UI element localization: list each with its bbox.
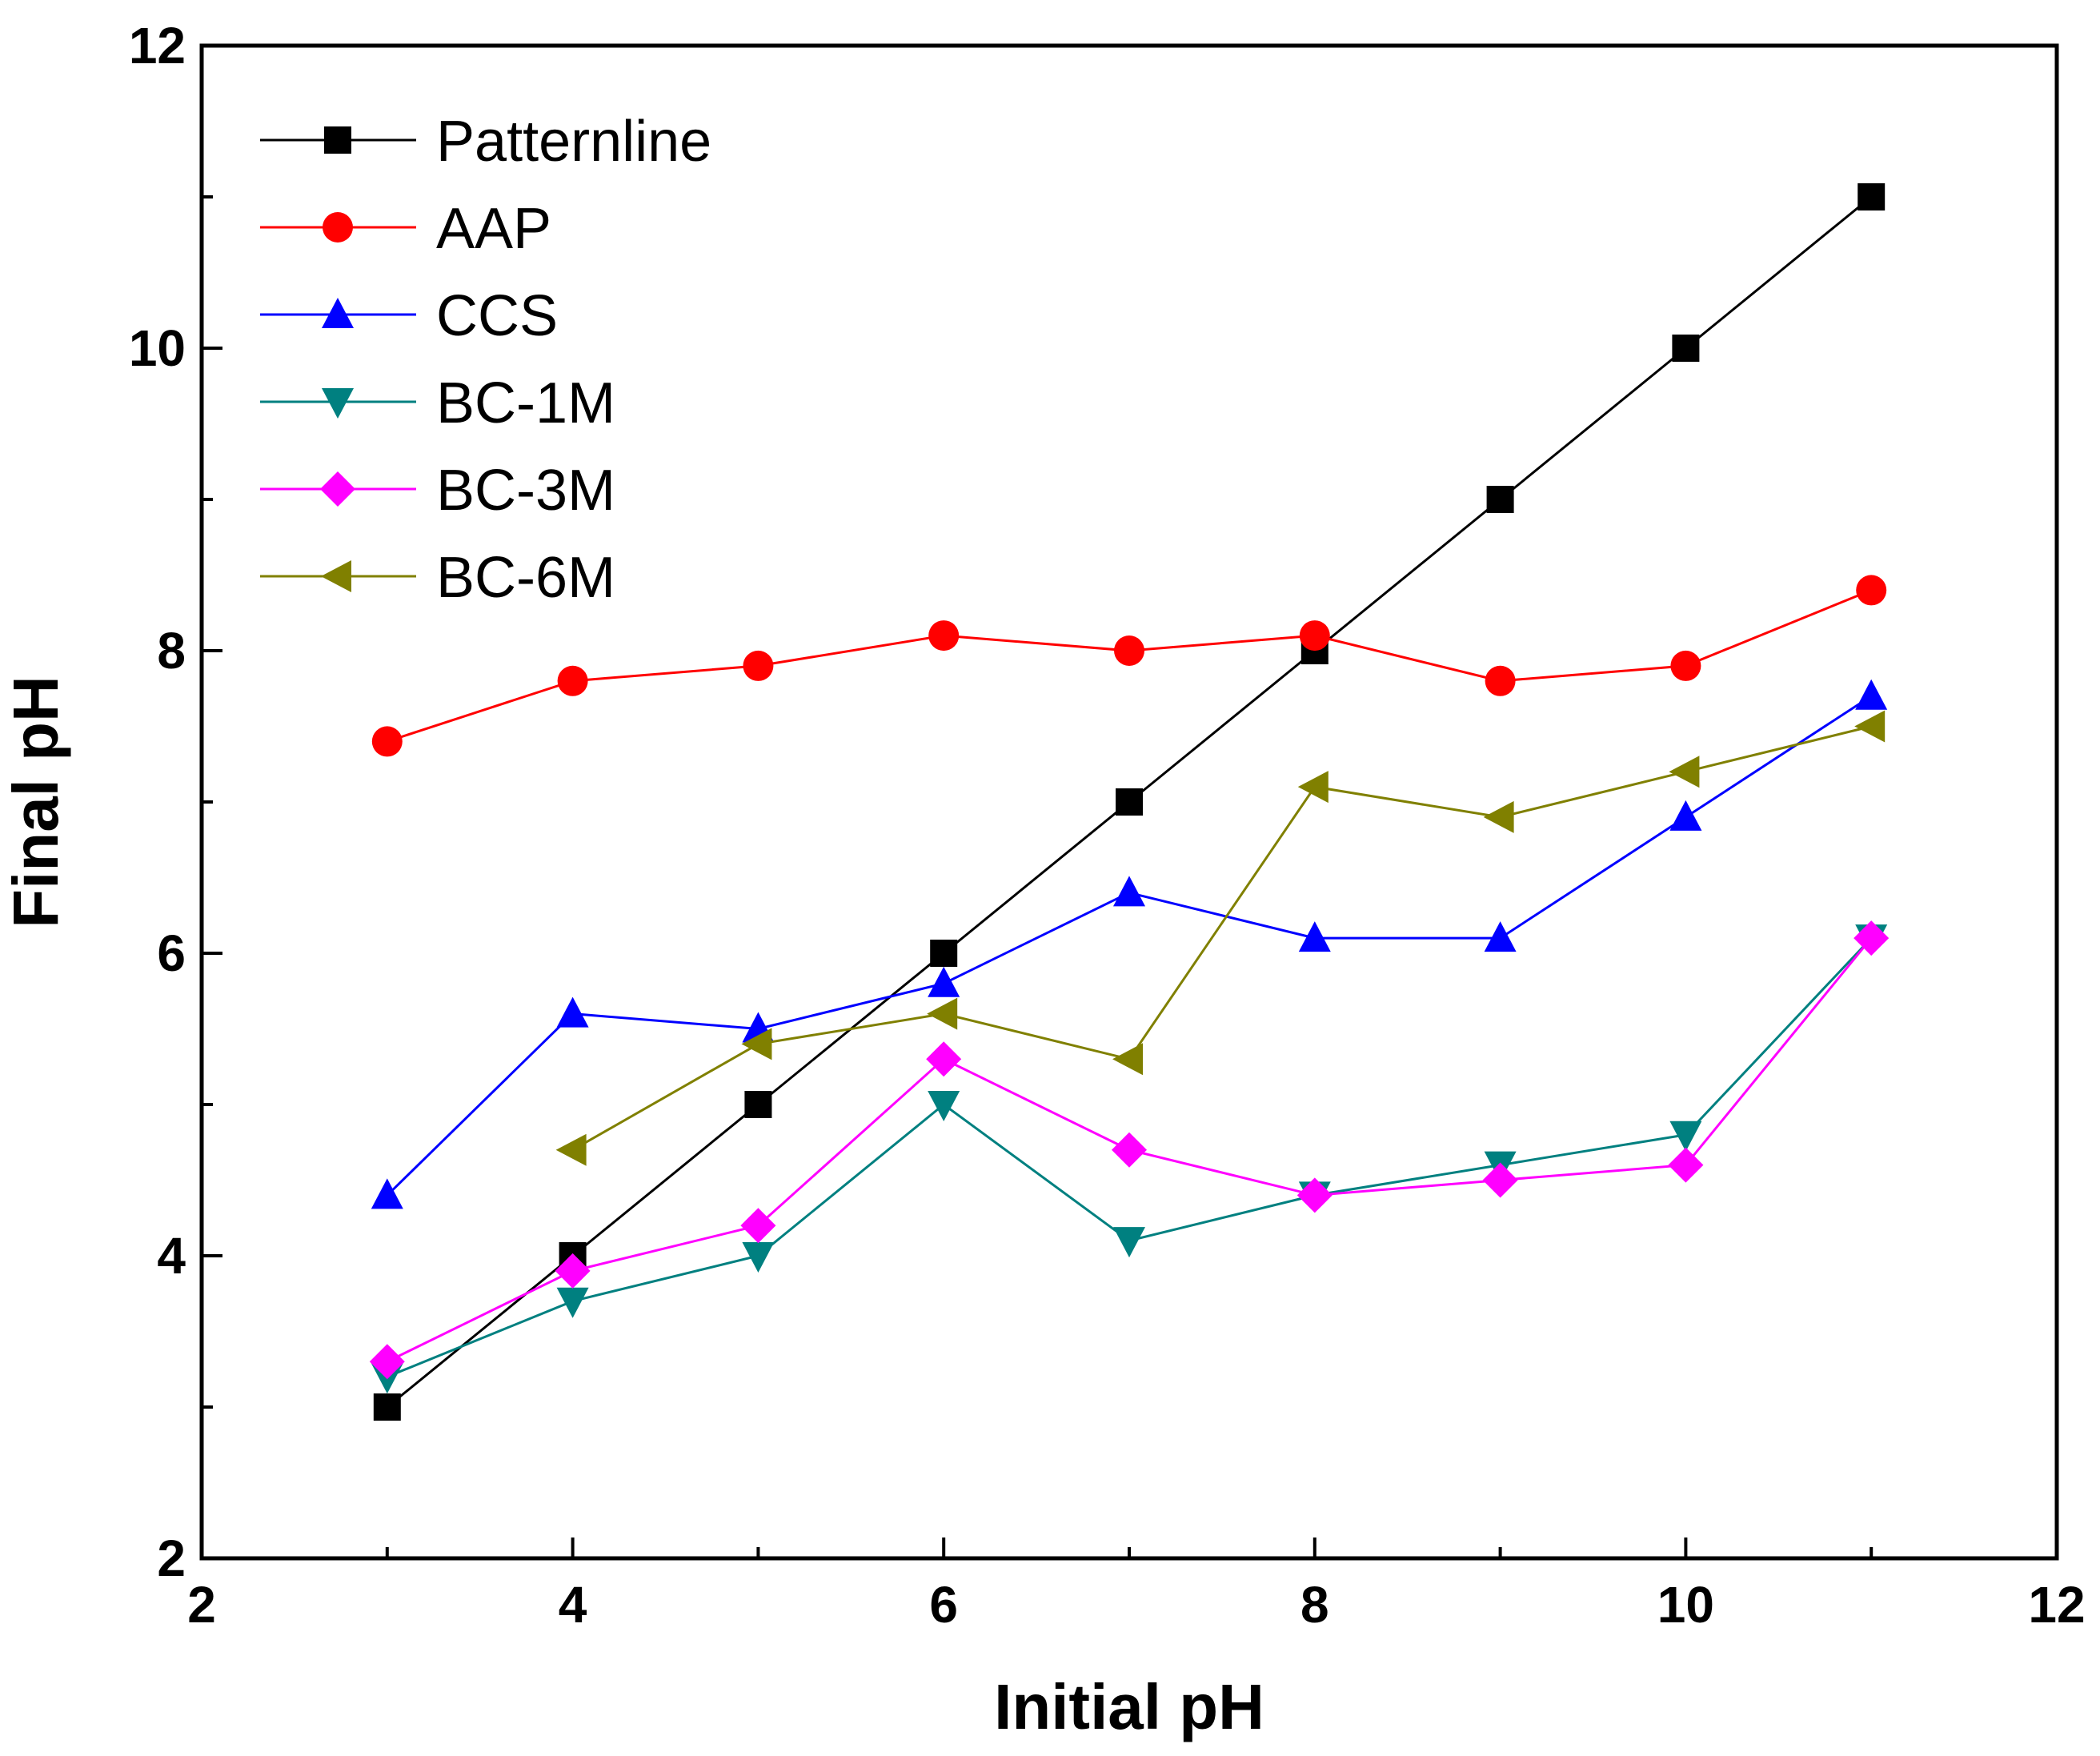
data-point-patternline xyxy=(1858,183,1886,210)
legend-item-aap: AAP xyxy=(260,197,551,261)
x-axis: 2 4 6 8 10 12 xyxy=(187,1538,2086,1634)
data-point-bc-6m xyxy=(1669,756,1700,788)
legend-label-bc-1m: BC-1M xyxy=(436,371,615,435)
data-point-bc-6m xyxy=(1297,771,1329,804)
data-point-ccs xyxy=(928,966,960,997)
data-point-patternline xyxy=(930,940,958,967)
data-point-ccs xyxy=(1484,921,1517,952)
legend-item-ccs: CCS xyxy=(260,284,558,348)
data-point-ccs xyxy=(371,1178,403,1209)
data-point-bc-3m xyxy=(1112,1132,1147,1168)
x-tick-label: 2 xyxy=(187,1576,216,1634)
data-point-bc-6m xyxy=(927,997,958,1030)
data-point-ccs xyxy=(556,996,589,1028)
data-point-patternline xyxy=(744,1091,772,1118)
data-point-patternline xyxy=(1672,335,1700,362)
data-point-patternline xyxy=(1116,788,1143,816)
series-line-bc-6m xyxy=(571,725,1872,1152)
data-point-patternline xyxy=(373,1393,401,1421)
data-point-ccs xyxy=(1669,800,1702,831)
legend-marker-bc-3m xyxy=(320,471,355,507)
data-point-bc-1m xyxy=(556,1287,589,1318)
data-point-aap xyxy=(371,726,403,757)
legend: Patternline AAP CCS BC-1M BC-3M BC-6M xyxy=(260,110,711,610)
y-tick-label: 4 xyxy=(157,1227,186,1285)
data-point-aap xyxy=(1485,665,1516,696)
legend-item-bc-3m: BC-3M xyxy=(260,459,615,523)
data-point-ccs xyxy=(1113,876,1145,907)
data-point-aap xyxy=(1114,635,1144,666)
data-point-aap xyxy=(557,665,588,696)
legend-marker-bc-6m xyxy=(321,560,351,592)
y-tick-label: 6 xyxy=(157,924,186,982)
series-aap xyxy=(371,575,1887,757)
data-point-bc-6m xyxy=(555,1133,587,1166)
y-tick-label: 2 xyxy=(157,1529,186,1587)
data-point-bc-1m xyxy=(742,1242,775,1273)
data-point-aap xyxy=(928,620,960,651)
series-ccs xyxy=(371,679,1888,1209)
x-tick-label: 8 xyxy=(1300,1576,1329,1634)
data-point-bc-3m xyxy=(1482,1162,1518,1198)
data-point-aap xyxy=(1856,575,1887,606)
legend-marker-ccs xyxy=(322,298,354,328)
y-tick-label: 12 xyxy=(129,17,186,74)
data-point-bc-3m xyxy=(1668,1147,1704,1183)
x-tick-label: 4 xyxy=(559,1576,587,1634)
y-tick-label: 10 xyxy=(129,319,186,377)
series-layer xyxy=(369,183,1890,1421)
x-tick-label: 10 xyxy=(1657,1576,1714,1634)
legend-label-patternline: Patternline xyxy=(436,110,711,174)
data-point-bc-1m xyxy=(1669,1121,1702,1152)
x-tick-label: 12 xyxy=(2028,1576,2085,1634)
data-point-aap xyxy=(1299,620,1330,651)
data-point-bc-6m xyxy=(1483,800,1514,833)
series-bc-6m xyxy=(555,710,1886,1166)
x-tick-label: 6 xyxy=(929,1576,958,1634)
data-point-ccs xyxy=(1298,921,1331,952)
data-point-aap xyxy=(1670,650,1701,681)
legend-label-ccs: CCS xyxy=(436,284,558,348)
legend-label-bc-6m: BC-6M xyxy=(436,546,615,610)
y-tick-label: 8 xyxy=(157,622,186,680)
data-point-bc-1m xyxy=(1113,1227,1145,1258)
series-bc-3m xyxy=(369,920,1890,1380)
legend-marker-aap xyxy=(323,212,353,243)
series-patternline xyxy=(373,183,1886,1421)
data-point-bc-6m xyxy=(741,1028,772,1060)
data-point-bc-3m xyxy=(555,1253,591,1289)
data-point-bc-3m xyxy=(740,1208,776,1244)
legend-label-aap: AAP xyxy=(436,197,551,261)
data-point-bc-3m xyxy=(369,1344,405,1380)
legend-item-bc-1m: BC-1M xyxy=(260,371,615,435)
data-point-patternline xyxy=(1486,486,1514,513)
y-axis: 2 4 6 8 10 12 xyxy=(129,17,222,1587)
legend-marker-bc-1m xyxy=(322,388,354,419)
legend-item-bc-6m: BC-6M xyxy=(260,546,615,610)
data-point-ccs xyxy=(1855,679,1888,710)
data-point-aap xyxy=(743,650,774,681)
data-point-bc-6m xyxy=(1112,1043,1143,1076)
legend-marker-patternline xyxy=(324,126,351,154)
legend-label-bc-3m: BC-3M xyxy=(436,459,615,523)
y-axis-title: Final pH xyxy=(0,676,71,928)
data-point-bc-3m xyxy=(1854,920,1890,956)
data-point-bc-3m xyxy=(1296,1177,1333,1213)
x-axis-title: Initial pH xyxy=(994,1671,1264,1742)
legend-item-patternline: Patternline xyxy=(260,110,711,174)
series-line-ccs xyxy=(386,695,1873,1197)
data-point-bc-3m xyxy=(926,1041,962,1077)
data-point-bc-6m xyxy=(1854,710,1886,743)
data-point-bc-1m xyxy=(928,1091,960,1121)
